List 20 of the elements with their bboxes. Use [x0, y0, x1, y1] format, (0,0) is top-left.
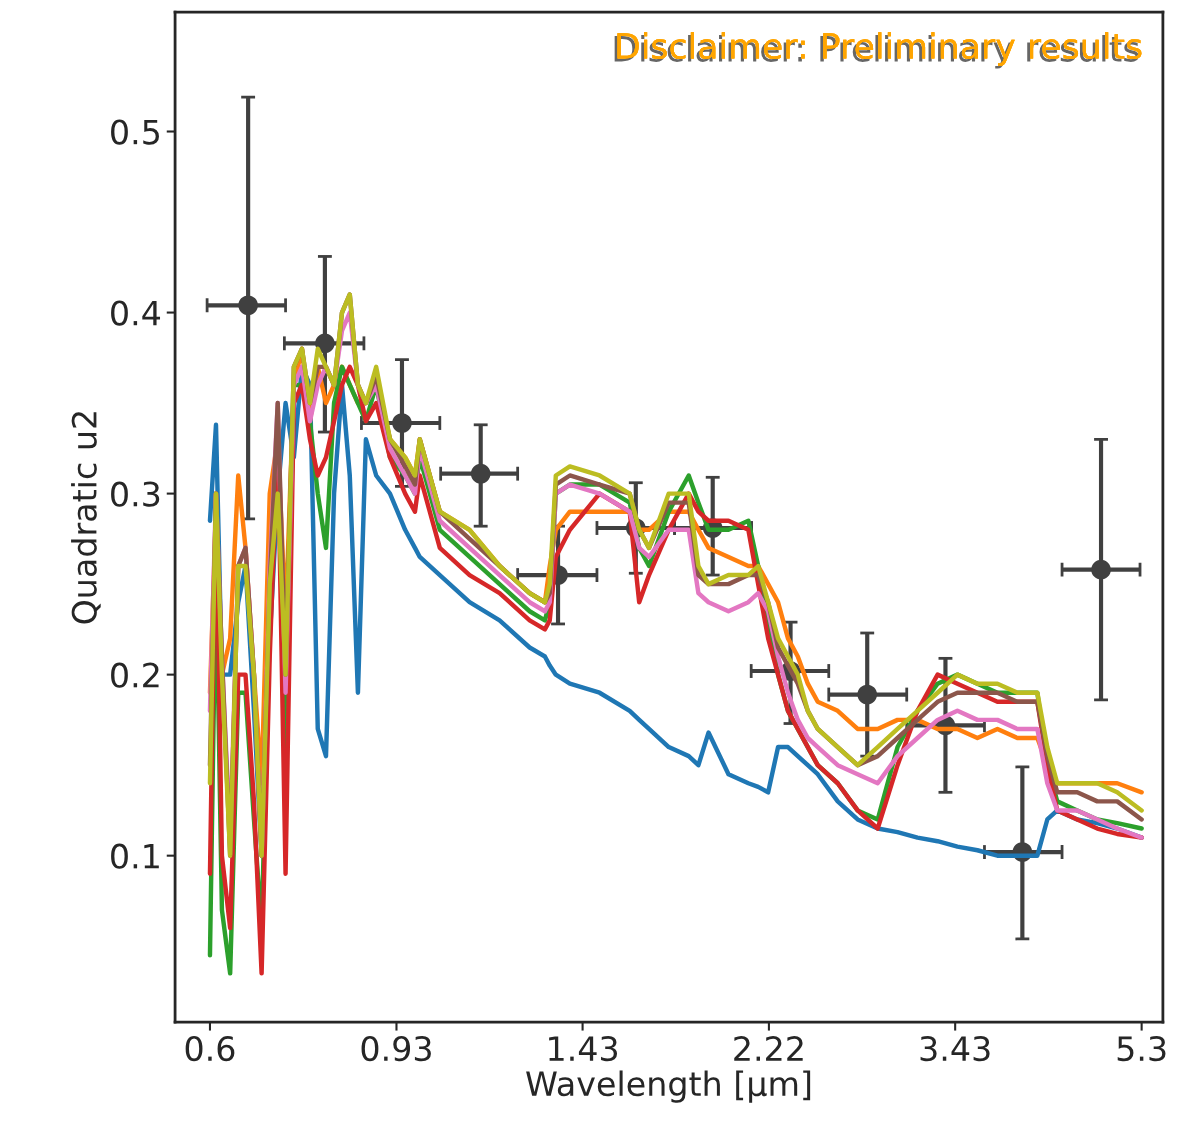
y-tick-label: 0.3	[111, 481, 160, 507]
x-axis-title: Wavelength [µm]	[526, 1070, 811, 1103]
point	[238, 295, 258, 316]
point	[470, 463, 491, 484]
y-tick-label: 0.1	[111, 843, 159, 869]
y-tick-label: 0.2	[111, 662, 159, 688]
x-tick-label: 5.3	[1117, 1036, 1166, 1062]
y-tick-label: 0.5	[111, 119, 159, 145]
point	[315, 333, 335, 354]
x-tick-label: 2.22	[734, 1036, 803, 1061]
x-tick-label: 3.43	[920, 1036, 990, 1062]
point	[392, 413, 412, 433]
x-tick-label: 0.6	[185, 1036, 235, 1062]
y-tick-label: 0.4	[111, 300, 161, 326]
point	[857, 684, 878, 705]
annotation: Disclaimer: Preliminary results	[614, 32, 1142, 69]
x-tick-label: 0.93	[361, 1036, 431, 1062]
y-axis-title: Quadratic u2	[71, 412, 101, 624]
x-tick-label: 1.43	[549, 1036, 618, 1062]
point	[1091, 559, 1111, 580]
